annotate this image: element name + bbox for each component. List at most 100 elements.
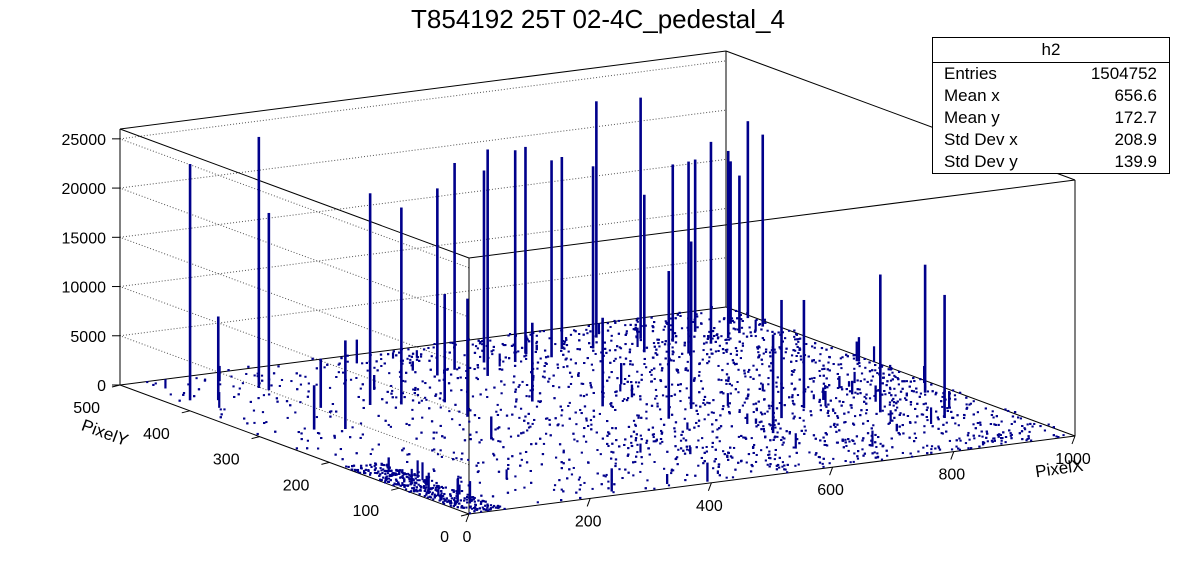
noise-bin bbox=[585, 418, 587, 420]
noise-bin bbox=[475, 504, 477, 506]
noise-bin bbox=[1053, 426, 1055, 428]
noise-bin bbox=[425, 399, 427, 401]
noise-bin bbox=[1010, 435, 1012, 437]
noise-bin bbox=[958, 424, 960, 426]
noise-bin bbox=[777, 464, 779, 466]
noise-bin bbox=[569, 402, 571, 404]
noise-bin bbox=[611, 371, 613, 373]
noise-bin bbox=[761, 363, 763, 365]
noise-bin bbox=[763, 339, 765, 341]
stats-box[interactable]: h2 Entries 1504752 Mean x 656.6 Mean y 1… bbox=[932, 37, 1170, 174]
noise-bin bbox=[349, 436, 351, 438]
noise-bin bbox=[628, 375, 630, 377]
noise-bin bbox=[656, 403, 658, 405]
noise-bin bbox=[840, 386, 842, 388]
noise-bin bbox=[757, 348, 759, 350]
noise-bin bbox=[426, 491, 428, 493]
noise-bin bbox=[547, 381, 549, 383]
noise-bin bbox=[497, 427, 499, 429]
noise-bin bbox=[459, 424, 461, 426]
noise-bin bbox=[813, 394, 815, 399]
noise-bin bbox=[455, 457, 457, 459]
noise-bin bbox=[951, 448, 953, 450]
noise-bin bbox=[356, 469, 358, 471]
noise-bin bbox=[417, 388, 419, 390]
noise-bin bbox=[386, 402, 388, 404]
noise-bin bbox=[456, 368, 458, 370]
noise-bin bbox=[920, 393, 922, 395]
noise-bin bbox=[930, 448, 932, 450]
noise-bin bbox=[907, 415, 909, 417]
noise-bin bbox=[922, 447, 924, 449]
noise-bin bbox=[747, 395, 749, 397]
noise-bin bbox=[437, 453, 439, 455]
noise-bin bbox=[1027, 435, 1029, 437]
noise-bin bbox=[434, 376, 436, 378]
noise-bin bbox=[359, 472, 361, 474]
noise-bin bbox=[949, 440, 951, 442]
noise-bin bbox=[612, 451, 614, 453]
noise-bin bbox=[751, 464, 753, 466]
noise-bin bbox=[712, 330, 714, 332]
noise-bin bbox=[677, 449, 679, 451]
noise-bin bbox=[434, 496, 436, 498]
noise-bin bbox=[596, 432, 598, 434]
noise-bin bbox=[573, 467, 575, 469]
noise-bin bbox=[768, 451, 770, 453]
noise-bin bbox=[794, 338, 796, 340]
noise-bin bbox=[734, 469, 736, 471]
noise-bin bbox=[810, 410, 812, 412]
noise-bin bbox=[775, 449, 777, 451]
noise-bin bbox=[733, 447, 735, 449]
noise-bin bbox=[959, 392, 961, 394]
noise-bin bbox=[457, 479, 459, 502]
noise-bin bbox=[729, 402, 731, 404]
noise-bin bbox=[840, 357, 842, 359]
noise-bin bbox=[630, 381, 632, 383]
noise-bin bbox=[439, 397, 441, 399]
noise-bin bbox=[1011, 423, 1013, 425]
noise-bin bbox=[727, 459, 729, 461]
noise-bin bbox=[793, 330, 795, 332]
noise-bin bbox=[571, 376, 573, 378]
noise-bin bbox=[571, 473, 573, 475]
noise-bin bbox=[702, 462, 704, 464]
noise-bin bbox=[546, 363, 548, 365]
noise-bin bbox=[890, 394, 892, 396]
noise-bin bbox=[828, 384, 830, 386]
noise-bin bbox=[329, 416, 331, 418]
noise-bin bbox=[814, 347, 816, 349]
noise-bin bbox=[764, 413, 766, 415]
noise-bin bbox=[679, 315, 681, 317]
noise-bin bbox=[891, 446, 893, 448]
noise-bin bbox=[398, 352, 400, 354]
noise-bin bbox=[930, 384, 932, 386]
noise-bin bbox=[764, 436, 766, 438]
noise-bin bbox=[317, 448, 319, 450]
noise-bin bbox=[636, 319, 638, 321]
noise-bin bbox=[675, 317, 677, 319]
noise-bin bbox=[610, 458, 612, 460]
noise-bin bbox=[572, 433, 574, 435]
noise-bin bbox=[436, 485, 438, 487]
noise-bin bbox=[434, 395, 436, 397]
noise-bin bbox=[788, 330, 790, 332]
noise-bin bbox=[635, 439, 637, 441]
spike-bar bbox=[729, 161, 732, 323]
noise-bin bbox=[923, 431, 925, 433]
noise-bin bbox=[994, 440, 996, 442]
noise-bin bbox=[405, 423, 407, 425]
spike-bar bbox=[592, 166, 595, 348]
noise-bin bbox=[946, 422, 948, 424]
noise-bin bbox=[588, 342, 590, 344]
noise-bin bbox=[795, 360, 797, 362]
noise-bin bbox=[341, 430, 343, 432]
noise-bin bbox=[876, 452, 878, 454]
noise-bin bbox=[985, 407, 987, 409]
noise-bin bbox=[926, 407, 928, 409]
stats-row-mean-x: Mean x 656.6 bbox=[933, 85, 1169, 107]
noise-bin bbox=[954, 394, 956, 396]
noise-bin bbox=[872, 375, 874, 377]
noise-bin bbox=[841, 440, 843, 442]
noise-bin bbox=[730, 353, 732, 355]
